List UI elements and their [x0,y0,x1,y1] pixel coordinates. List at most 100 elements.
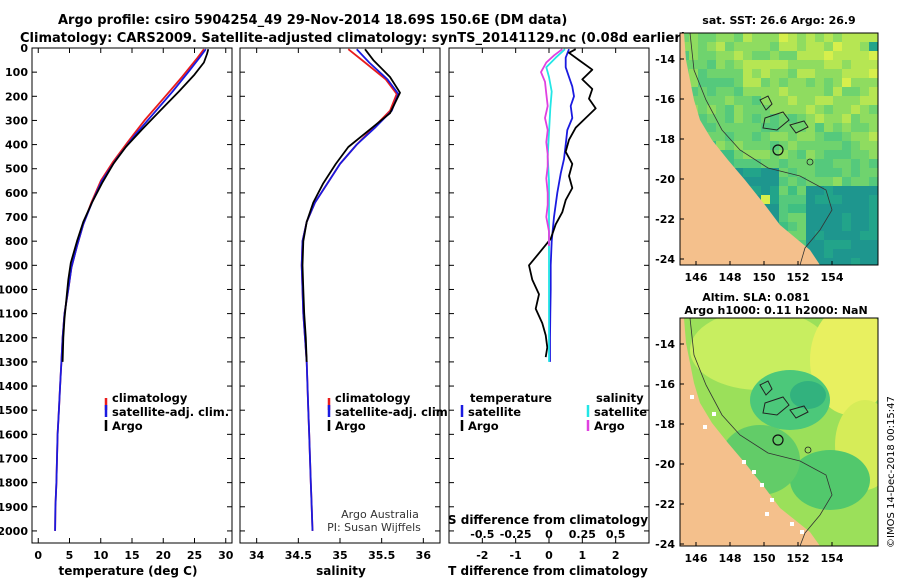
sst-cell [851,33,860,42]
sst-cell [851,240,860,249]
sst-cell [824,222,833,231]
series-line-argo [301,48,401,362]
sst-cell [833,105,842,114]
sst-cell [680,33,689,42]
sst-cell [797,69,806,78]
sst-cell [842,51,851,60]
sst-cell [752,69,761,78]
sst-cell [860,159,869,168]
sla-missing-cells [690,395,804,534]
sst-cell [689,69,698,78]
sst-cell [860,51,869,60]
sst-cell [788,105,797,114]
sst-cell [797,168,806,177]
sst-cell [743,78,752,87]
y-tick-label: 1800 [0,477,28,490]
map-y-tick-label: -14 [655,338,675,351]
x2-tick-label: -0.5 [470,528,494,541]
sst-cell [770,150,779,159]
sst-cell [725,33,734,42]
sst-cell [806,51,815,60]
sst-cell [725,69,734,78]
sst-cell [815,204,824,213]
sst-cell [770,96,779,105]
sst-cell [725,114,734,123]
sst-cell [779,69,788,78]
sst-cell [869,195,878,204]
sst-cell [761,168,770,177]
sst-cell [824,186,833,195]
sst-cell [869,87,878,96]
sst-cell [797,177,806,186]
sst-cell [698,51,707,60]
sst-cell [869,177,878,186]
map-y-tick-label: -18 [655,133,675,146]
y-tick-label: 800 [5,235,28,248]
legend-label-climatology: climatology [335,391,411,405]
sst-cell [842,60,851,69]
map-x-tick-label: 146 [685,552,708,565]
sst-cell [842,213,851,222]
sst-cell [743,114,752,123]
sst-cell [716,96,725,105]
sst-cell [860,195,869,204]
sst-argo-marker [772,144,784,156]
sst-cell [842,33,851,42]
sst-cell [833,213,842,222]
legend-label-satellite: satellite-adj. clim. [335,405,452,419]
sst-cell [860,123,869,132]
sst-cell [698,96,707,105]
sst-cell [842,231,851,240]
sst-cell [707,123,716,132]
x-tick-label: 15 [124,549,139,562]
sst-cell [752,87,761,96]
sst-cell [851,51,860,60]
sst-cell [788,60,797,69]
sst-cell [860,78,869,87]
x2-tick-label: 0.25 [569,528,596,541]
sst-cell [725,51,734,60]
sst-cell [869,258,878,265]
sst-cell [743,42,752,51]
sst-cell [788,213,797,222]
sst-cell [815,42,824,51]
sst-cell [770,114,779,123]
x2-tick-label: -0.25 [500,528,532,541]
sst-cell [779,168,788,177]
series-line-satellite-adj-clim [54,48,207,531]
sst-cell [716,42,725,51]
figure-title-line1: Argo profile: csiro 5904254_49 29-Nov-20… [58,13,567,28]
x-tick-label: 36 [416,549,432,562]
sst-cell [824,141,833,150]
sst-cell [788,96,797,105]
sst-cell [842,195,851,204]
sst-cell [815,96,824,105]
x-tick-label: 1 [579,549,587,562]
sst-cell [770,42,779,51]
sst-cell [806,240,815,249]
map-y-tick-label: -22 [655,498,675,511]
sst-cell [869,159,878,168]
y-tick-label: 2000 [0,525,28,538]
sst-cell [806,231,815,240]
y-tick-label: 1000 [0,283,28,296]
sla-map-title-line1: Altim. SLA: 0.081 [702,291,809,304]
sst-cell [869,42,878,51]
sst-cell [842,240,851,249]
y-tick-label: 1200 [0,332,28,345]
sst-cell [788,33,797,42]
sst-cell [770,123,779,132]
sst-cell [851,114,860,123]
sst-cell [770,33,779,42]
sst-cell [842,123,851,132]
sst-cell [779,51,788,60]
sst-cell [869,96,878,105]
sst-cell [788,132,797,141]
sst-cell [833,78,842,87]
y-tick-label: 0 [20,42,28,55]
sst-cell [824,258,833,265]
sst-cell [770,87,779,96]
sst-cell [869,105,878,114]
sst-cell [788,141,797,150]
sst-cell [761,159,770,168]
